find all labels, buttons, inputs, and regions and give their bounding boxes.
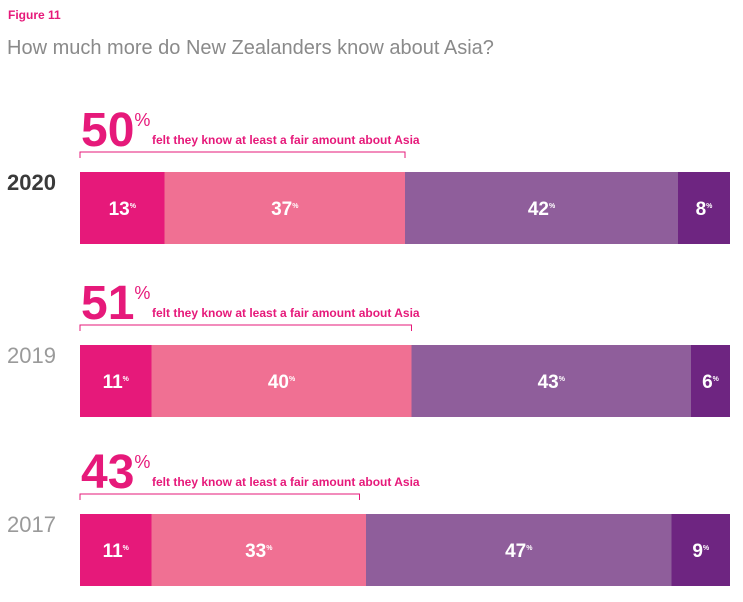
value-number: 13 (109, 199, 130, 220)
bar-segment (80, 172, 165, 244)
value-number: 6 (702, 372, 713, 393)
headline-unit: % (134, 283, 150, 303)
value-unit: % (266, 545, 273, 552)
value-unit: % (292, 203, 299, 210)
headline-unit: % (134, 110, 150, 130)
headline: 51% (81, 277, 150, 330)
value-unit: % (706, 203, 713, 210)
headline-unit: % (134, 452, 150, 472)
value-unit: % (549, 203, 556, 210)
headline-number: 51 (81, 277, 134, 330)
value-label: 43% (538, 372, 566, 393)
value-number: 11 (103, 541, 124, 562)
bracket (79, 151, 406, 158)
figure-label: Figure 11 (8, 8, 61, 22)
bar-segment (678, 172, 730, 244)
value-unit: % (123, 376, 130, 383)
headline-text: felt they know at least a fair amount ab… (152, 475, 420, 489)
bar-segment (151, 514, 366, 586)
value-number: 9 (692, 541, 703, 562)
value-number: 33 (245, 541, 266, 562)
year-label: 2017 (7, 512, 56, 537)
year-label: 2019 (7, 343, 56, 368)
value-unit: % (130, 203, 137, 210)
value-label: 37% (271, 199, 299, 220)
value-label: 6% (702, 372, 720, 393)
value-unit: % (526, 545, 533, 552)
value-unit: % (713, 376, 720, 383)
value-label: 9% (692, 541, 710, 562)
value-number: 37 (271, 199, 292, 220)
value-number: 11 (103, 372, 124, 393)
bar-segment (411, 345, 691, 417)
value-label: 33% (245, 541, 273, 562)
bar-segment (80, 514, 152, 586)
value-label: 42% (528, 199, 556, 220)
value-label: 11% (103, 372, 130, 393)
headline-number: 50 (81, 104, 134, 157)
chart-title: How much more do New Zealanders know abo… (7, 37, 494, 59)
bar-segment (366, 514, 672, 586)
bar-segment (671, 514, 730, 586)
value-unit: % (289, 376, 296, 383)
bar-segment (80, 345, 152, 417)
value-label: 47% (505, 541, 533, 562)
value-number: 40 (268, 372, 289, 393)
year-label: 2020 (7, 170, 56, 195)
value-number: 47 (505, 541, 526, 562)
bracket (79, 324, 412, 331)
value-number: 43 (538, 372, 559, 393)
bracket (79, 493, 360, 500)
headline-text: felt they know at least a fair amount ab… (152, 133, 420, 147)
value-unit: % (123, 545, 130, 552)
headline: 50% (81, 104, 150, 157)
headline-number: 43 (81, 446, 134, 499)
bar-segment (405, 172, 678, 244)
bar-segment (164, 172, 405, 244)
value-label: 40% (268, 372, 296, 393)
value-label: 13% (109, 199, 137, 220)
value-number: 8 (696, 199, 707, 220)
value-unit: % (703, 545, 710, 552)
bar-segment (151, 345, 412, 417)
bar-segment (691, 345, 730, 417)
value-label: 8% (696, 199, 714, 220)
value-number: 42 (528, 199, 549, 220)
headline-text: felt they know at least a fair amount ab… (152, 306, 420, 320)
headline: 43% (81, 446, 150, 499)
value-unit: % (559, 376, 566, 383)
value-label: 11% (103, 541, 130, 562)
